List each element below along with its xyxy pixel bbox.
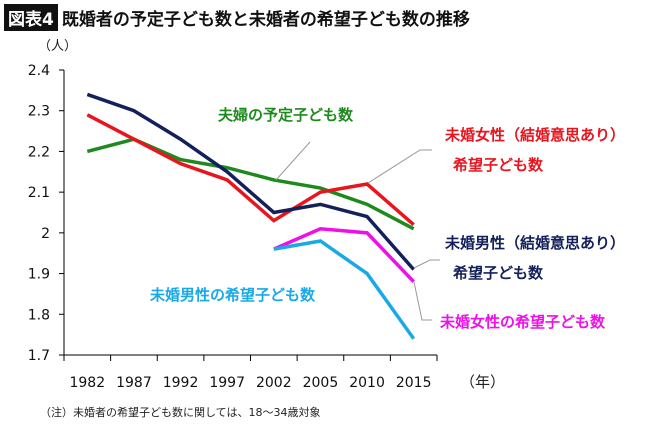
x-tick-label: 2002 <box>256 375 292 391</box>
x-tick-label: 2015 <box>396 375 432 391</box>
y-tick-label: 2 <box>41 226 50 242</box>
label-men-intend-1: 未婚男性（結婚意思あり） <box>444 234 625 252</box>
chart-title: 図表4 既婚者の予定子ども数と未婚者の希望子ども数の推移 <box>4 4 470 31</box>
leader-line-magenta <box>413 281 432 321</box>
leader-line-navy <box>413 259 440 269</box>
y-tick-label: 1.8 <box>28 307 50 323</box>
label-women-intend-2: 希望子ども数 <box>453 156 544 174</box>
y-axis-unit: （人） <box>38 39 77 54</box>
y-tick-label: 2.3 <box>28 104 50 120</box>
leader-line-red <box>367 149 432 184</box>
x-tick-label: 2010 <box>349 375 385 391</box>
footnote: （注）未婚者の希望子ども数に関しては、18〜34歳対象 <box>40 406 321 419</box>
y-tick-label: 1.7 <box>28 348 50 364</box>
x-tick-label: 1987 <box>116 375 152 391</box>
y-tick-label: 2.2 <box>28 144 50 160</box>
y-tick-label: 2.4 <box>28 63 50 79</box>
x-tick-label: 2005 <box>303 375 339 391</box>
x-axis-unit: （年） <box>460 373 505 391</box>
series-line-2 <box>86 92 416 271</box>
leader-line-green <box>275 141 311 181</box>
figure-badge: 図表4 <box>4 4 58 31</box>
label-married: 夫婦の予定子ども数 <box>218 106 354 124</box>
y-tick-label: 2.1 <box>28 185 50 201</box>
x-tick-label: 1982 <box>69 375 105 391</box>
title-text: 既婚者の予定子ども数と未婚者の希望子ども数の推移 <box>61 10 470 30</box>
label-men-all: 未婚男性の希望子ども数 <box>149 286 316 304</box>
label-women-intend-1: 未婚女性（結婚意思あり） <box>444 126 625 144</box>
y-tick-label: 1.9 <box>28 267 50 283</box>
label-women-all: 未婚女性の希望子ども数 <box>439 313 606 331</box>
label-men-intend-2: 希望子ども数 <box>453 264 544 282</box>
series-line-4 <box>273 239 416 340</box>
series-line-1 <box>86 113 415 227</box>
x-tick-label: 1992 <box>163 375 199 391</box>
series-line-3 <box>273 227 415 283</box>
x-tick-label: 1997 <box>209 375 245 391</box>
